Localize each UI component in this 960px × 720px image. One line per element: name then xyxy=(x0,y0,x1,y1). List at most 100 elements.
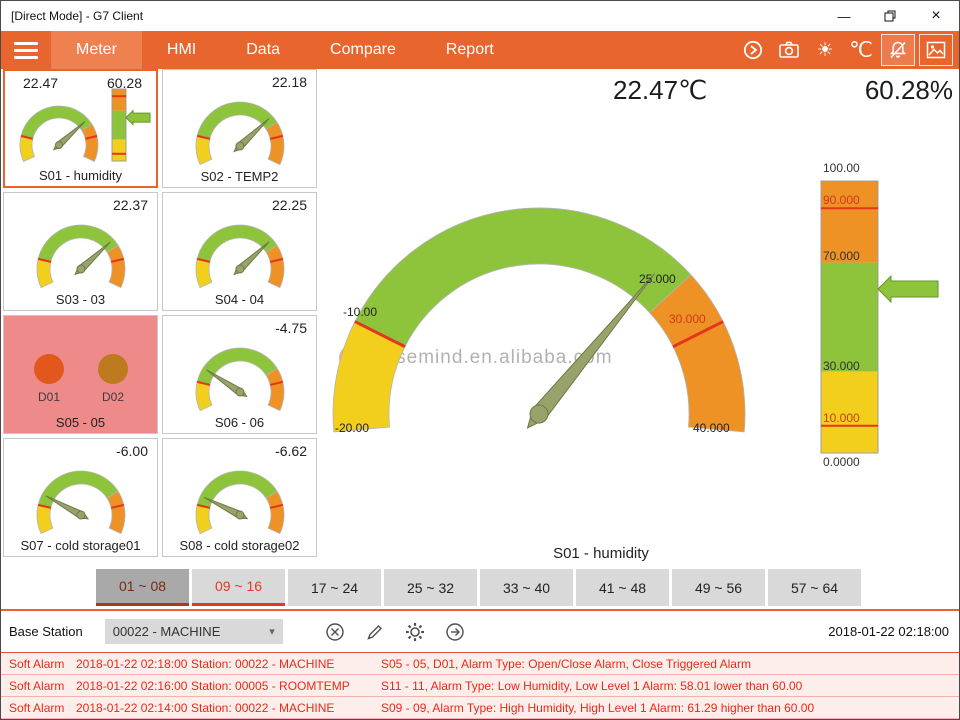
range-tab-33-40[interactable]: 33 ~ 40 xyxy=(480,569,573,606)
snapshot-gallery-button[interactable] xyxy=(919,34,953,66)
tile-label: S05 - 05 xyxy=(55,415,106,430)
tab-data[interactable]: Data xyxy=(246,41,281,58)
alarm-message: S11 - 11, Alarm Type: Low Humidity, Low … xyxy=(381,678,803,693)
sensor-tile-s05[interactable]: D01 D02 S05 - 05 xyxy=(3,315,158,434)
go-button[interactable] xyxy=(443,620,467,644)
tab-hmi[interactable]: HMI xyxy=(166,41,197,58)
alarm-type: Soft Alarm xyxy=(9,656,65,671)
contact-indicator-d02 xyxy=(98,354,128,384)
minimize-button[interactable]: — xyxy=(837,8,851,24)
watermark-text: easemind.en.alibaba.com xyxy=(373,347,613,368)
station-select-value: 00022 - MACHINE xyxy=(112,624,221,639)
range-tab-49-56[interactable]: 49 ~ 56 xyxy=(672,569,765,606)
sensor-tile-grid: 22.47 60.28 S01 - humidity 22.18 S02 - T… xyxy=(3,69,317,557)
alarm-message: S05 - 05, D01, Alarm Type: Open/Close Al… xyxy=(381,656,751,671)
sensor-tile-s08[interactable]: -6.62 S08 - cold storage02 xyxy=(162,438,317,557)
station-actions xyxy=(323,620,467,644)
sensor-tile-s03[interactable]: 22.37 S03 - 03 xyxy=(3,192,158,311)
restore-button[interactable] xyxy=(867,1,913,31)
cancel-alarm-button[interactable] xyxy=(323,620,347,644)
edit-button[interactable] xyxy=(363,620,387,644)
sensor-tile-s04[interactable]: 22.25 S04 - 04 xyxy=(162,192,317,311)
tile-value: 22.37 xyxy=(112,197,148,213)
sync-icon[interactable] xyxy=(737,35,769,65)
humidity-reading: 60.28% xyxy=(864,75,953,105)
sensor-tile-s06[interactable]: -4.75 S06 - 06 xyxy=(162,315,317,434)
bar-label-90: 90.000 xyxy=(823,193,860,207)
gauge-high-warn-label: 30.000 xyxy=(669,312,706,326)
navbar: Meter HMI Data Compare Report ☀ ℃ xyxy=(1,31,959,69)
alarm-message: S09 - 09, Alarm Type: High Humidity, Hig… xyxy=(381,700,815,715)
alarm-station: Station: 00022 - MACHINE xyxy=(191,700,335,715)
circle-arrow-icon xyxy=(446,622,464,641)
bar-label-100: 100.00 xyxy=(823,161,860,175)
tab-meter[interactable]: Meter xyxy=(51,31,142,69)
range-tab-41-48[interactable]: 41 ~ 48 xyxy=(576,569,669,606)
gauge-max-label: 40.000 xyxy=(693,421,730,435)
range-tab-strip: 01 ~ 08 09 ~ 16 17 ~ 24 25 ~ 32 33 ~ 40 … xyxy=(96,569,861,606)
tile-temp-value: 22.47 xyxy=(23,75,59,91)
tile-label: S03 - 03 xyxy=(55,292,106,307)
main-gauge xyxy=(332,207,746,433)
contact-label: D01 xyxy=(37,390,60,404)
menu-icon[interactable] xyxy=(1,31,51,69)
tile-value: 22.25 xyxy=(271,197,307,213)
tile-label: S08 - cold storage02 xyxy=(179,538,300,553)
settings-button[interactable] xyxy=(403,620,427,644)
camera-icon[interactable] xyxy=(773,35,805,65)
title-bar: [Direct Mode] - G7 Client — × xyxy=(1,1,959,31)
bar-label-0: 0.0000 xyxy=(823,455,860,469)
tile-value: -6.00 xyxy=(116,443,148,459)
divider xyxy=(1,609,959,611)
tile-values: 22.47 60.28 xyxy=(5,75,156,91)
sensor-tile-s01[interactable]: 22.47 60.28 S01 - humidity xyxy=(3,69,158,188)
tile-label: S04 - 04 xyxy=(214,292,265,307)
tile-humidity-value: 60.28 xyxy=(106,75,142,91)
contact-indicator-d01 xyxy=(34,354,64,384)
tile-value: 22.18 xyxy=(271,74,307,90)
range-tab-09-16[interactable]: 09 ~ 16 xyxy=(192,569,285,606)
sensor-gauge xyxy=(195,224,285,289)
humidity-bar-gauge xyxy=(820,180,939,454)
sensor-tile-s07[interactable]: -6.00 S07 - cold storage01 xyxy=(3,438,158,557)
unit-toggle[interactable]: ℃ xyxy=(849,38,873,62)
alarm-station: Station: 00005 - ROOMTEMP xyxy=(191,678,350,693)
alarm-type: Soft Alarm xyxy=(9,700,65,715)
sensor-tile-s02[interactable]: 22.18 S02 - TEMP2 xyxy=(162,69,317,188)
sensor-humidity-bar xyxy=(111,88,151,162)
close-button[interactable]: × xyxy=(931,7,941,24)
tile-label: S06 - 06 xyxy=(214,415,265,430)
alarm-row[interactable]: Soft Alarm 2018-01-22 02:16:00 Station: … xyxy=(1,675,959,697)
base-station-label: Base Station xyxy=(9,624,83,639)
tab-compare[interactable]: Compare xyxy=(330,41,396,58)
current-timestamp: 2018-01-22 02:18:00 xyxy=(828,624,949,639)
alarm-station: Station: 00022 - MACHINE xyxy=(191,656,335,671)
tile-value: -4.75 xyxy=(275,320,307,336)
tile-label: S02 - TEMP2 xyxy=(200,169,279,184)
sensor-gauge xyxy=(195,101,285,166)
circle-x-icon xyxy=(326,622,344,641)
sensor-gauge xyxy=(195,347,285,412)
gauge-boundary-label: 25.000 xyxy=(639,272,676,286)
alarm-row[interactable]: Soft Alarm 2018-01-22 02:14:00 Station: … xyxy=(1,697,959,719)
sensor-gauge xyxy=(36,224,126,289)
alarm-mute-button[interactable] xyxy=(881,34,915,66)
range-tab-57-64[interactable]: 57 ~ 64 xyxy=(768,569,861,606)
alarm-row[interactable]: Soft Alarm 2018-01-22 02:18:00 Station: … xyxy=(1,653,959,675)
sensor-gauge xyxy=(19,105,99,163)
range-tab-25-32[interactable]: 25 ~ 32 xyxy=(384,569,477,606)
base-station-bar: Base Station 00022 - MACHINE ▾ xyxy=(1,611,959,652)
window-title: [Direct Mode] - G7 Client xyxy=(11,9,144,23)
window-controls: — × xyxy=(821,1,959,31)
image-icon xyxy=(926,41,946,59)
range-tab-01-08[interactable]: 01 ~ 08 xyxy=(96,569,189,606)
gear-icon xyxy=(405,622,424,641)
tab-report[interactable]: Report xyxy=(445,41,494,58)
restore-icon xyxy=(884,10,896,22)
station-select[interactable]: 00022 - MACHINE ▾ xyxy=(104,619,283,644)
brightness-icon[interactable]: ☀ xyxy=(816,39,834,61)
range-tab-17-24[interactable]: 17 ~ 24 xyxy=(288,569,381,606)
temperature-reading: 22.47℃ xyxy=(613,75,708,105)
bar-label-30: 30.000 xyxy=(823,359,860,373)
